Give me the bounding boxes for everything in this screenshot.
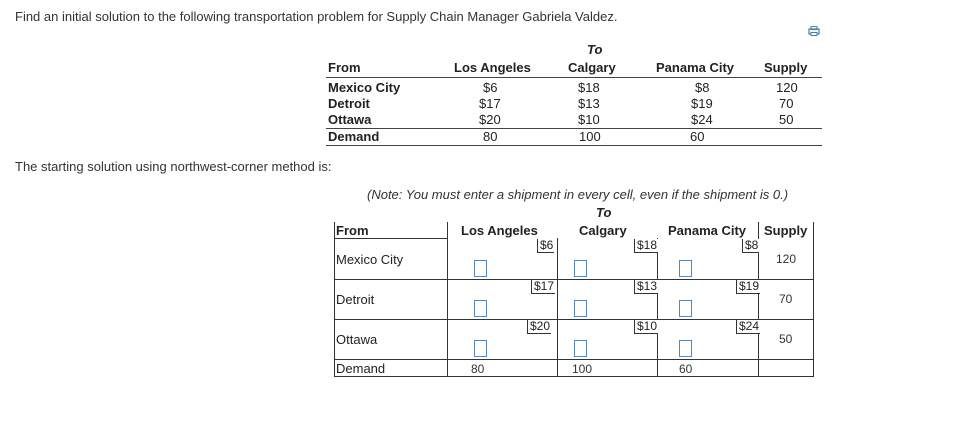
cost-value: $8 xyxy=(695,80,710,95)
cost-value: $24 xyxy=(691,112,713,127)
source-label: Mexico City xyxy=(336,252,404,267)
shipment-input[interactable] xyxy=(679,300,692,317)
supply-value: 50 xyxy=(779,332,793,346)
demand-value: 60 xyxy=(690,129,705,144)
demand-value: 80 xyxy=(483,129,498,144)
demand-value: 60 xyxy=(679,362,693,376)
cost-value: $6 xyxy=(483,80,498,95)
cost-value: $19 xyxy=(691,96,713,111)
shipment-input[interactable] xyxy=(474,300,487,317)
cost-value: $17 xyxy=(479,96,501,111)
problem-statement: Find an initial solution to the followin… xyxy=(15,9,618,24)
source-label: Detroit xyxy=(328,96,370,111)
demand-label: Demand xyxy=(328,129,380,144)
method-subtitle: The starting solution using northwest-co… xyxy=(15,159,332,174)
destination-header: Los Angeles xyxy=(454,60,531,75)
unit-cost: $18 xyxy=(634,239,659,253)
shipment-input[interactable] xyxy=(574,340,587,357)
shipment-input[interactable] xyxy=(574,300,587,317)
unit-cost: $8 xyxy=(742,239,760,253)
demand-label: Demand xyxy=(336,361,386,376)
destination-header: Panama City xyxy=(668,223,747,238)
destination-header: Los Angeles xyxy=(461,223,538,238)
supply-header: Supply xyxy=(764,60,808,75)
instruction-note: (Note: You must enter a shipment in ever… xyxy=(367,187,789,202)
shipment-input[interactable] xyxy=(474,260,487,277)
source-label: Ottawa xyxy=(328,112,372,127)
unit-cost: $24 xyxy=(736,320,761,334)
supply-value: 70 xyxy=(779,96,794,111)
destination-header: Calgary xyxy=(568,60,616,75)
to-header: To xyxy=(587,42,603,57)
demand-value: 100 xyxy=(579,129,601,144)
demand-value: 80 xyxy=(471,362,485,376)
cost-value: $18 xyxy=(578,80,600,95)
unit-cost: $17 xyxy=(531,280,556,294)
destination-header: Calgary xyxy=(579,223,627,238)
source-label: Detroit xyxy=(336,292,375,307)
unit-cost: $20 xyxy=(527,320,552,334)
shipment-input[interactable] xyxy=(574,260,587,277)
supply-value: 70 xyxy=(779,292,793,306)
supply-header: Supply xyxy=(764,223,808,238)
supply-value: 50 xyxy=(779,112,794,127)
cost-value: $10 xyxy=(578,112,600,127)
shipment-input[interactable] xyxy=(679,340,692,357)
unit-cost: $19 xyxy=(736,280,761,294)
demand-value: 100 xyxy=(572,362,593,376)
from-header: From xyxy=(336,223,369,238)
print-icon[interactable] xyxy=(808,26,820,36)
shipment-input[interactable] xyxy=(474,340,487,357)
source-label: Ottawa xyxy=(336,332,378,347)
cost-value: $13 xyxy=(578,96,600,111)
supply-value: 120 xyxy=(776,80,798,95)
solution-grid: To From Los Angeles Calgary Panama City … xyxy=(334,205,814,377)
supply-value: 120 xyxy=(776,252,797,266)
unit-cost: $13 xyxy=(634,280,659,294)
unit-cost: $6 xyxy=(537,239,555,253)
unit-cost: $10 xyxy=(634,320,659,334)
destination-header: Panama City xyxy=(656,60,735,75)
cost-value: $20 xyxy=(479,112,501,127)
to-header: To xyxy=(596,205,612,220)
source-label: Mexico City xyxy=(328,80,401,95)
shipment-input[interactable] xyxy=(679,260,692,277)
from-header: From xyxy=(328,60,361,75)
